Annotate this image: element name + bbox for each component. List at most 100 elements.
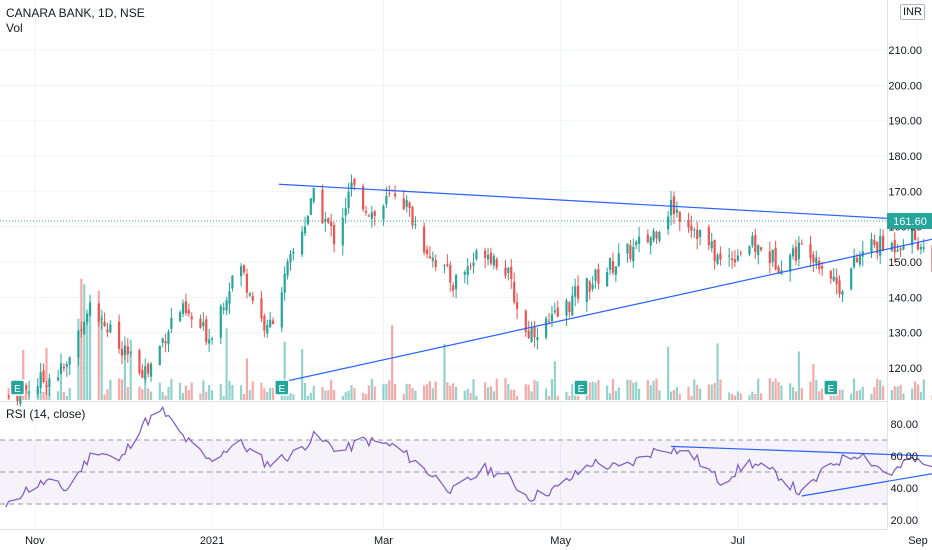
volume-bar	[797, 351, 800, 400]
candle-body	[646, 234, 649, 243]
volume-bar	[736, 391, 739, 400]
candle-body	[364, 210, 368, 213]
volume-bar	[391, 325, 394, 400]
earnings-marker-label: E	[278, 384, 285, 395]
candle-body	[588, 281, 591, 292]
volume-bar	[649, 385, 652, 400]
candle-body	[106, 329, 109, 333]
candle-body	[330, 222, 333, 227]
volume-bar	[68, 387, 71, 400]
volume-bar	[283, 341, 286, 400]
candle-body	[141, 369, 144, 378]
candle-body	[838, 280, 841, 294]
candle-body	[777, 266, 780, 273]
volume-bar	[638, 388, 641, 400]
volume-bar	[109, 379, 112, 400]
candle-body	[269, 319, 272, 328]
volume-bar	[760, 393, 763, 400]
candle-body	[919, 246, 922, 250]
volume-bar	[428, 381, 432, 400]
volume-bar	[794, 391, 798, 400]
volume-bar	[527, 384, 530, 400]
volume-bar	[591, 381, 594, 400]
candle-body	[170, 317, 173, 329]
candle-body	[202, 322, 205, 327]
candle-body	[649, 237, 652, 246]
volume-bar	[675, 386, 678, 400]
volume-bar	[181, 393, 185, 400]
volume-bar	[510, 389, 513, 400]
volume-bar	[248, 390, 251, 400]
candle-body	[57, 377, 60, 381]
candle-body	[606, 271, 609, 287]
candle-body	[597, 269, 600, 284]
volume-bar	[408, 383, 411, 400]
volume-bar	[202, 380, 205, 400]
volume-bar	[362, 393, 365, 400]
candle-body	[431, 257, 434, 261]
volume-bar	[353, 388, 356, 400]
candle-body	[652, 230, 655, 241]
candle-body	[184, 301, 188, 314]
candle-body	[353, 179, 356, 186]
candle-body	[190, 316, 193, 320]
candle-body	[210, 338, 214, 340]
volume-bar	[882, 386, 885, 400]
candle-body	[736, 255, 739, 261]
candle-body	[48, 378, 51, 388]
x-tick-label: Nov	[25, 535, 45, 547]
candle-body	[730, 258, 734, 261]
volume-bar	[902, 393, 905, 400]
candle-body	[635, 241, 638, 245]
volume-bar	[899, 385, 902, 400]
candle-body	[893, 240, 896, 253]
volume-bar	[547, 395, 551, 400]
rsi-upper-trendline	[671, 445, 932, 457]
volume-bar	[161, 391, 164, 400]
candle-body	[536, 337, 539, 341]
candle-body	[553, 310, 556, 313]
candle-body	[42, 370, 45, 383]
volume-bar	[655, 378, 658, 400]
currency-badge[interactable]: INR	[900, 4, 925, 20]
volume-bar	[669, 391, 673, 400]
candle-body	[794, 247, 798, 261]
volume-bar	[149, 391, 153, 400]
candle-body	[821, 266, 824, 269]
drawings[interactable]: 41.45 (25.59%) 829EEEEE	[0, 48, 932, 396]
volume-bar	[83, 284, 86, 400]
volume-bar	[324, 390, 327, 400]
candle-body	[527, 330, 530, 339]
candle-body	[126, 346, 129, 355]
candle-body	[829, 270, 832, 279]
volume-bar	[818, 391, 821, 400]
candle-body	[208, 339, 211, 344]
volume-bar	[707, 384, 710, 400]
candle-body	[123, 345, 127, 355]
volume-bar	[100, 309, 103, 400]
volume-bar	[855, 391, 859, 400]
candle-body	[36, 386, 39, 394]
candle-body	[97, 303, 100, 322]
candle-body	[815, 257, 818, 264]
volume-bar	[347, 390, 350, 400]
volume-bar	[263, 388, 266, 400]
candle-body	[617, 253, 620, 266]
candle-body	[466, 266, 469, 275]
candle-body	[492, 256, 495, 266]
volume-bar	[896, 386, 899, 400]
volume-bar	[504, 378, 507, 400]
volume-bar	[184, 385, 188, 400]
candle-body	[423, 226, 426, 253]
volume-bar	[62, 392, 66, 400]
volume-bar	[791, 387, 795, 400]
candle-body	[687, 219, 690, 228]
volume-bar	[289, 392, 292, 400]
volume-bar	[393, 384, 397, 400]
volume-bar	[728, 392, 731, 400]
candle-body	[608, 258, 612, 270]
volume-bar	[341, 395, 344, 400]
volume-bar	[513, 389, 516, 400]
candle-body	[614, 266, 617, 275]
